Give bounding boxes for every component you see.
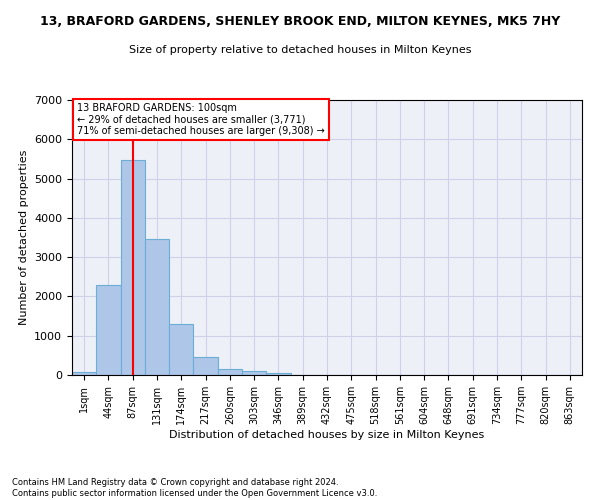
- Bar: [121, 160, 145, 375]
- Y-axis label: Number of detached properties: Number of detached properties: [19, 150, 29, 325]
- Bar: [96, 286, 121, 375]
- Bar: [266, 373, 290, 375]
- Text: 13, BRAFORD GARDENS, SHENLEY BROOK END, MILTON KEYNES, MK5 7HY: 13, BRAFORD GARDENS, SHENLEY BROOK END, …: [40, 15, 560, 28]
- Text: 13 BRAFORD GARDENS: 100sqm
← 29% of detached houses are smaller (3,771)
71% of s: 13 BRAFORD GARDENS: 100sqm ← 29% of deta…: [77, 103, 325, 136]
- Bar: [242, 372, 266, 375]
- Bar: [169, 324, 193, 375]
- Bar: [193, 357, 218, 375]
- Bar: [72, 372, 96, 375]
- Bar: [218, 369, 242, 375]
- Bar: [145, 240, 169, 375]
- X-axis label: Distribution of detached houses by size in Milton Keynes: Distribution of detached houses by size …: [169, 430, 485, 440]
- Text: Size of property relative to detached houses in Milton Keynes: Size of property relative to detached ho…: [129, 45, 471, 55]
- Text: Contains HM Land Registry data © Crown copyright and database right 2024.
Contai: Contains HM Land Registry data © Crown c…: [12, 478, 377, 498]
